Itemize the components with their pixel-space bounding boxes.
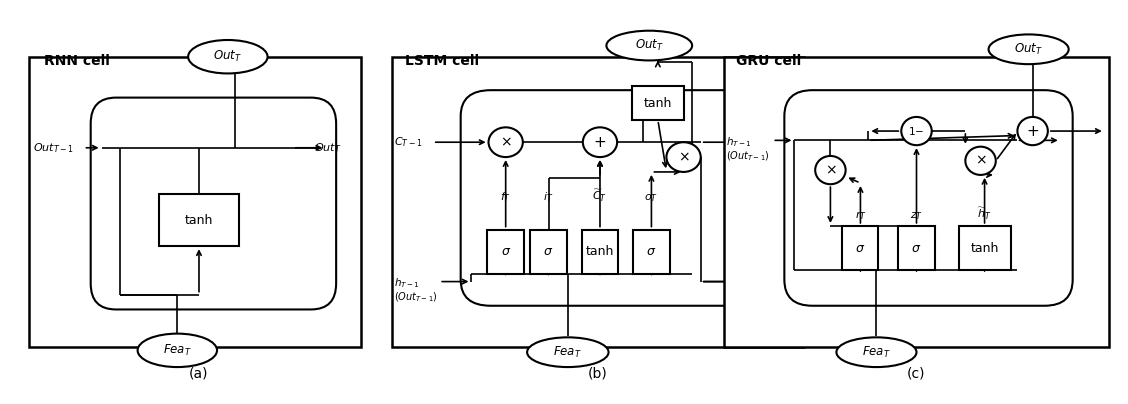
- Text: $f_T$: $f_T$: [500, 190, 511, 204]
- Text: tanh: tanh: [970, 242, 998, 255]
- FancyBboxPatch shape: [460, 90, 769, 306]
- Ellipse shape: [188, 40, 267, 74]
- Circle shape: [966, 147, 996, 175]
- Text: tanh: tanh: [185, 214, 213, 227]
- Bar: [487, 229, 523, 274]
- Text: RNN cell: RNN cell: [44, 54, 109, 68]
- Text: $\sigma$: $\sigma$: [646, 245, 656, 258]
- Text: LSTM cell: LSTM cell: [405, 54, 479, 68]
- Text: tanh: tanh: [585, 245, 614, 258]
- Text: $o_T$: $o_T$: [644, 192, 659, 204]
- Text: $i_T$: $i_T$: [544, 190, 554, 204]
- Text: $Out_T$: $Out_T$: [315, 141, 342, 155]
- Text: $C_{T-1}$: $C_{T-1}$: [395, 135, 423, 149]
- Text: $\sigma$: $\sigma$: [501, 245, 511, 258]
- Text: $\sigma$: $\sigma$: [544, 245, 554, 258]
- FancyBboxPatch shape: [90, 98, 336, 309]
- Ellipse shape: [607, 31, 693, 61]
- Text: $Out_T$: $Out_T$: [635, 38, 663, 53]
- Text: $(Out_T)$: $(Out_T)$: [748, 291, 778, 305]
- Text: $\times$: $\times$: [975, 154, 987, 168]
- Text: $(Out_{T-1})$: $(Out_{T-1})$: [726, 149, 770, 163]
- Text: $Out_{T-1}$: $Out_{T-1}$: [33, 141, 73, 155]
- Bar: [724, 57, 1109, 347]
- FancyBboxPatch shape: [784, 90, 1073, 306]
- Bar: [159, 194, 239, 246]
- Text: $+$: $+$: [1026, 124, 1039, 139]
- Text: (a): (a): [190, 366, 209, 380]
- Bar: [843, 226, 879, 270]
- Text: $+$: $+$: [593, 135, 607, 150]
- Bar: [29, 57, 361, 347]
- Text: $\widetilde{C}_T$: $\widetilde{C}_T$: [592, 187, 608, 204]
- Text: $\times$: $\times$: [500, 135, 512, 149]
- Circle shape: [816, 156, 846, 184]
- Text: $r_T$: $r_T$: [855, 209, 866, 222]
- Text: $h_{T-1}$: $h_{T-1}$: [395, 276, 420, 290]
- Text: $h_T$: $h_T$: [752, 276, 766, 290]
- Text: $C_T$: $C_T$: [776, 135, 791, 149]
- Text: (b): (b): [588, 366, 608, 380]
- Bar: [899, 226, 934, 270]
- Bar: [633, 229, 670, 274]
- Text: $Out_T$: $Out_T$: [213, 49, 243, 64]
- Text: $h_{T-1}$: $h_{T-1}$: [726, 135, 752, 149]
- Bar: [393, 57, 803, 347]
- Text: $\sigma$: $\sigma$: [855, 242, 865, 255]
- Text: GRU cell: GRU cell: [737, 54, 802, 68]
- Text: $1\!-$: $1\!-$: [908, 125, 925, 137]
- Text: (c): (c): [907, 366, 926, 380]
- Circle shape: [583, 127, 617, 157]
- Circle shape: [488, 127, 522, 157]
- Text: $(Out_{T-1})$: $(Out_{T-1})$: [395, 291, 438, 305]
- Text: $Fea_T$: $Fea_T$: [862, 345, 891, 360]
- Text: $Fea_T$: $Fea_T$: [162, 343, 192, 358]
- Text: tanh: tanh: [644, 97, 672, 109]
- Bar: [632, 86, 684, 120]
- Text: $Out_T$: $Out_T$: [1014, 42, 1043, 57]
- Text: $\sigma$: $\sigma$: [911, 242, 922, 255]
- Circle shape: [901, 117, 932, 145]
- Bar: [959, 226, 1011, 270]
- Ellipse shape: [837, 337, 916, 367]
- Bar: [530, 229, 566, 274]
- Ellipse shape: [988, 34, 1068, 64]
- Text: $Fea_T$: $Fea_T$: [554, 345, 582, 360]
- Circle shape: [1017, 117, 1048, 145]
- Ellipse shape: [527, 337, 609, 367]
- Bar: [582, 229, 618, 274]
- Text: $\widetilde{h}_T$: $\widetilde{h}_T$: [977, 206, 992, 222]
- Text: $\times$: $\times$: [678, 150, 689, 164]
- Text: $\times$: $\times$: [825, 163, 836, 177]
- Circle shape: [667, 142, 700, 172]
- Text: $z_T$: $z_T$: [910, 210, 923, 222]
- Ellipse shape: [138, 334, 217, 367]
